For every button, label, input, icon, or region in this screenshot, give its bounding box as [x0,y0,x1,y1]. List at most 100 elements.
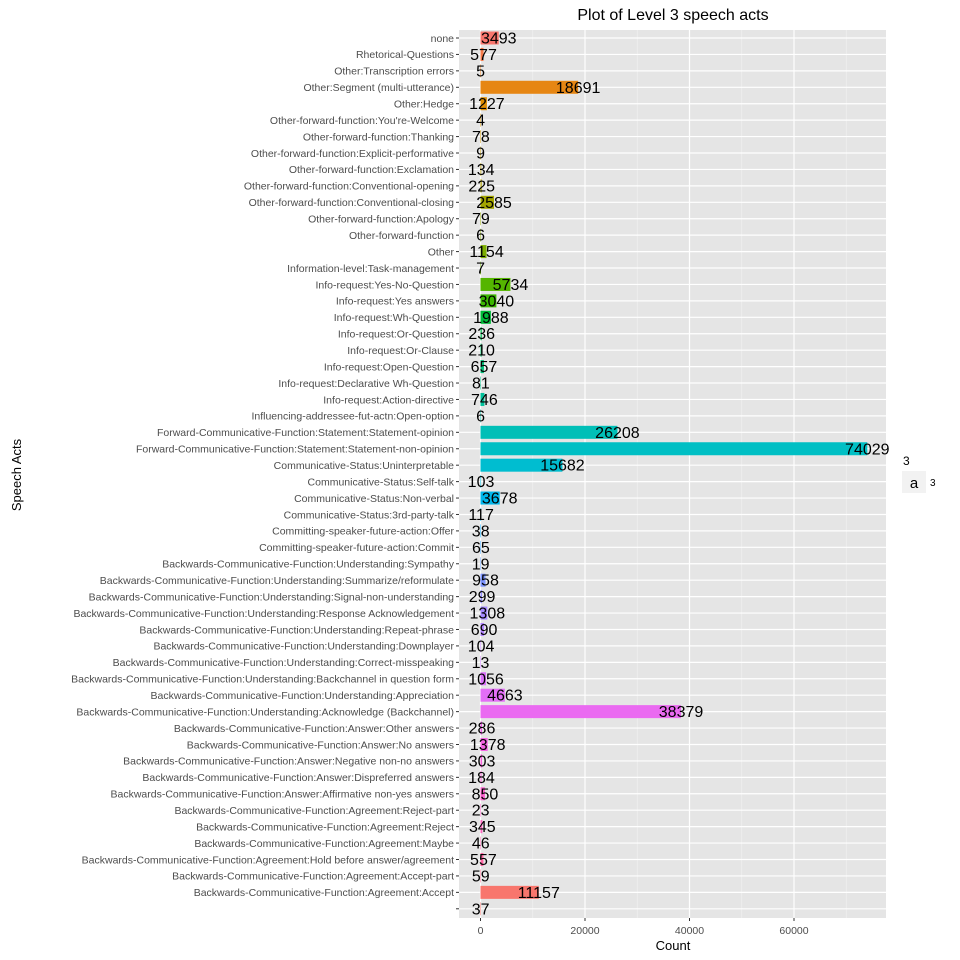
value-label: 4 [476,113,485,130]
category-label: Backwards-Communicative-Function:Underst… [151,690,455,702]
category-label: Forward-Communicative-Function:Statement… [136,444,454,456]
category-label: Other:Segment (multi-utterance) [303,82,454,94]
value-label: 299 [469,589,496,606]
bar [480,310,491,324]
bar [480,327,482,341]
bar [480,590,483,604]
bar [480,622,485,636]
value-label: 236 [468,326,495,343]
value-label: 850 [472,786,499,803]
category-label: Backwards-Communicative-Function:Underst… [162,559,455,571]
value-label: 6 [476,408,485,425]
bar [480,146,481,160]
legend-label: 3 [930,478,936,489]
category-label: Other-forward-function:Apology [308,214,455,226]
bar [480,294,497,308]
value-label: 690 [471,622,498,639]
value-label: 1227 [469,96,505,113]
value-label: 23 [472,803,490,820]
category-label: Backwards-Communicative-Function:Underst… [76,706,454,718]
category-label: Backwards-Communicative-Function:Answer:… [174,723,454,735]
category-label: Backwards-Communicative-Function:Agreeme… [82,854,454,866]
value-label: 37 [472,901,490,918]
bar [480,507,482,521]
bar [480,885,539,899]
bar [480,47,484,61]
category-label: Other-forward-function:Exclamation [289,164,454,176]
category-label: Communicative-Status:Uninterpretable [274,460,454,472]
bar [480,360,484,374]
bars [480,31,868,916]
category-label: Info-request:Or-Clause [347,345,454,357]
category-label: Communicative-Status:Self-talk [308,476,455,488]
value-label: 577 [470,47,497,64]
category-label: Backwards-Communicative-Function:Agreeme… [174,805,454,817]
value-label: 11157 [518,885,560,902]
category-labels: none Rhetorical-Questions Other:Transcript… [71,33,459,910]
value-label: 74029 [845,441,890,458]
category-label: Backwards-Communicative-Function:Agreeme… [172,871,454,883]
value-label: 19 [472,556,490,573]
bar [480,195,495,209]
bar [480,737,488,751]
value-label: 4663 [487,688,523,705]
category-label: Other:Transcription errors [334,66,454,78]
category-label: Backwards-Communicative-Function:Answer:… [187,739,454,751]
bar [480,97,487,111]
bar [480,606,488,620]
category-label: Backwards-Communicative-Function:Answer:… [123,756,454,768]
value-label: 3040 [479,293,515,310]
value-label: 1308 [470,606,506,623]
bar [480,31,499,45]
value-label: 7 [476,261,485,278]
legend: 3 a 3 [902,454,936,493]
bar [480,392,485,406]
category-label: Other-forward-function:You're-Welcome [270,115,454,127]
value-label: 3493 [481,31,517,48]
category-label: Info-request:Open-Question [324,361,454,373]
category-label: Backwards-Communicative-Function:Underst… [113,657,455,669]
chart-title: Plot of Level 3 speech acts [577,7,768,24]
category-label: Info-request:Action-directive [323,394,454,406]
bar [480,245,487,259]
value-label: 6 [476,228,485,245]
category-label: none [431,33,455,45]
category-label: Communicative-Status:3rd-party-talk [284,509,455,521]
value-label: 78 [472,129,490,146]
value-label: 184 [468,770,495,787]
category-label: Other-forward-function:Explicit-performa… [251,148,454,160]
category-label: Backwards-Communicative-Function:Underst… [71,674,454,686]
x-tick-label: 40000 [675,925,704,937]
bar [480,754,483,768]
bar [480,688,505,702]
value-label: 9 [476,146,485,163]
bar [480,705,682,719]
value-label: 79 [472,211,490,228]
value-label: 5 [476,63,485,80]
value-label: 746 [471,392,498,409]
category-label: Backwards-Communicative-Function:Underst… [100,575,454,587]
category-label: Committing-speaker-future-action:Offer [272,526,454,538]
bar [480,853,484,866]
value-label: 3678 [482,491,518,508]
value-label: 15682 [540,458,585,475]
value-label: 5734 [493,277,529,294]
value-labels: 3493577518691122747891342252585796115475… [468,31,890,919]
y-axis-title: Speech Acts [9,438,24,511]
bar [480,557,481,571]
value-label: 958 [472,573,499,590]
bar [480,179,482,193]
category-label: Other [428,246,455,258]
x-tick-label: 0 [478,925,484,937]
category-label: Backwards-Communicative-Function:Answer:… [142,772,454,784]
bar [480,869,481,883]
bar [480,540,481,554]
legend-key-glyph: a [910,475,919,492]
bar [480,573,486,587]
x-tick-label: 20000 [570,925,599,937]
bar [480,80,579,94]
value-label: 46 [472,836,490,853]
bar [480,130,481,144]
bar [480,113,481,127]
bar [480,820,483,834]
